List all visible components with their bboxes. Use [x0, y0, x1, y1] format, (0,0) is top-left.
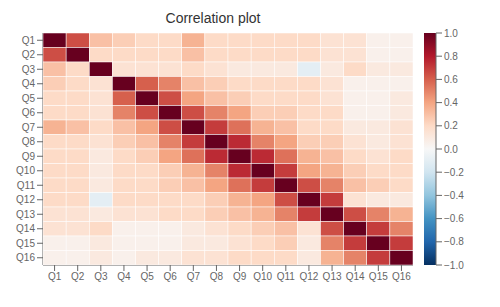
- svg-text:Q5: Q5: [22, 93, 36, 104]
- svg-text:−1.0: −1.0: [444, 260, 464, 271]
- svg-text:Q3: Q3: [94, 271, 108, 282]
- svg-text:Q4: Q4: [22, 78, 36, 89]
- svg-text:Q12: Q12: [299, 271, 318, 282]
- svg-text:Q15: Q15: [16, 238, 35, 249]
- svg-text:Q2: Q2: [71, 271, 85, 282]
- svg-text:0.4: 0.4: [444, 97, 458, 108]
- svg-text:Q16: Q16: [16, 252, 35, 263]
- svg-text:Q12: Q12: [16, 194, 35, 205]
- svg-text:Q9: Q9: [233, 271, 247, 282]
- svg-text:−0.4: −0.4: [444, 190, 464, 201]
- svg-text:Q11: Q11: [277, 271, 296, 282]
- svg-text:0.8: 0.8: [444, 51, 458, 62]
- svg-text:Q7: Q7: [187, 271, 201, 282]
- svg-text:−0.2: −0.2: [444, 167, 464, 178]
- svg-text:Q1: Q1: [22, 35, 36, 46]
- svg-text:Q8: Q8: [22, 136, 36, 147]
- svg-text:Q10: Q10: [16, 165, 35, 176]
- svg-text:1.0: 1.0: [444, 28, 458, 39]
- svg-text:Q6: Q6: [164, 271, 178, 282]
- svg-text:Q11: Q11: [17, 180, 36, 191]
- svg-text:Q9: Q9: [22, 151, 36, 162]
- svg-text:−0.8: −0.8: [444, 236, 464, 247]
- svg-text:Q6: Q6: [22, 107, 36, 118]
- svg-text:Q2: Q2: [22, 49, 36, 60]
- svg-text:Q10: Q10: [253, 271, 272, 282]
- svg-text:−0.6: −0.6: [444, 213, 464, 224]
- svg-text:Q15: Q15: [369, 271, 388, 282]
- svg-text:Q7: Q7: [22, 122, 36, 133]
- svg-text:Q13: Q13: [16, 209, 35, 220]
- svg-text:Q4: Q4: [117, 271, 131, 282]
- svg-text:Q14: Q14: [346, 271, 365, 282]
- svg-text:Q16: Q16: [392, 271, 411, 282]
- svg-text:0.0: 0.0: [444, 144, 458, 155]
- svg-text:Q13: Q13: [323, 271, 342, 282]
- svg-text:0.2: 0.2: [444, 120, 458, 131]
- svg-text:Q14: Q14: [16, 223, 35, 234]
- svg-text:Q5: Q5: [140, 271, 154, 282]
- svg-text:Q1: Q1: [48, 271, 62, 282]
- html-text:Correlation plot: Correlation plot: [165, 10, 261, 26]
- svg-text:0.6: 0.6: [444, 74, 458, 85]
- svg-text:Q8: Q8: [210, 271, 224, 282]
- svg-text:Q3: Q3: [22, 64, 36, 75]
